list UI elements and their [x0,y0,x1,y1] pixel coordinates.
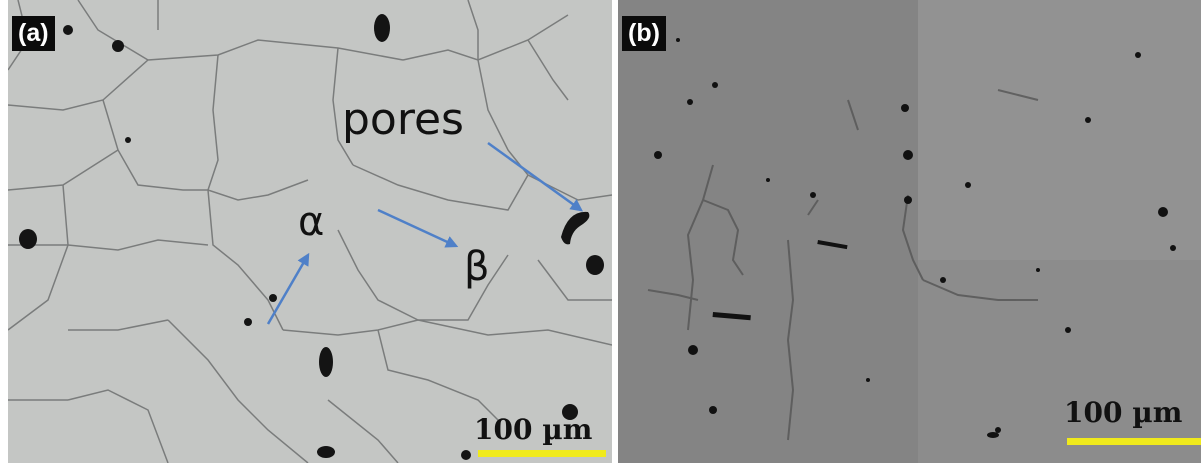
grain-boundaries-a [8,0,612,463]
pores-arrow [487,141,584,212]
beta-phase-label: β [464,244,490,290]
panel-tag-a: (a) [12,16,55,51]
micrograph-image-a [8,0,612,463]
pores-a [19,14,604,460]
grain-boundaries-b [647,89,1039,441]
alpha-phase-label: α [298,199,325,245]
micrograph-panel-a: (a) pores α β 100 µm [8,0,612,463]
alpha-arrow [266,252,310,325]
scale-bar-label-a: 100 µm [474,413,593,446]
micrograph-panel-b: (b) 100 µm [618,0,1201,463]
beta-arrow [377,208,459,248]
micrograph-image-b [618,0,1201,463]
scale-bar-label-b: 100 µm [1064,396,1183,429]
scale-bar-a [478,450,606,457]
annotation-arrows-a [266,141,584,325]
pores-label: pores [342,94,464,145]
scale-bar-b [1067,438,1201,445]
defects-b [654,38,1176,438]
panel-tag-b: (b) [622,16,666,51]
